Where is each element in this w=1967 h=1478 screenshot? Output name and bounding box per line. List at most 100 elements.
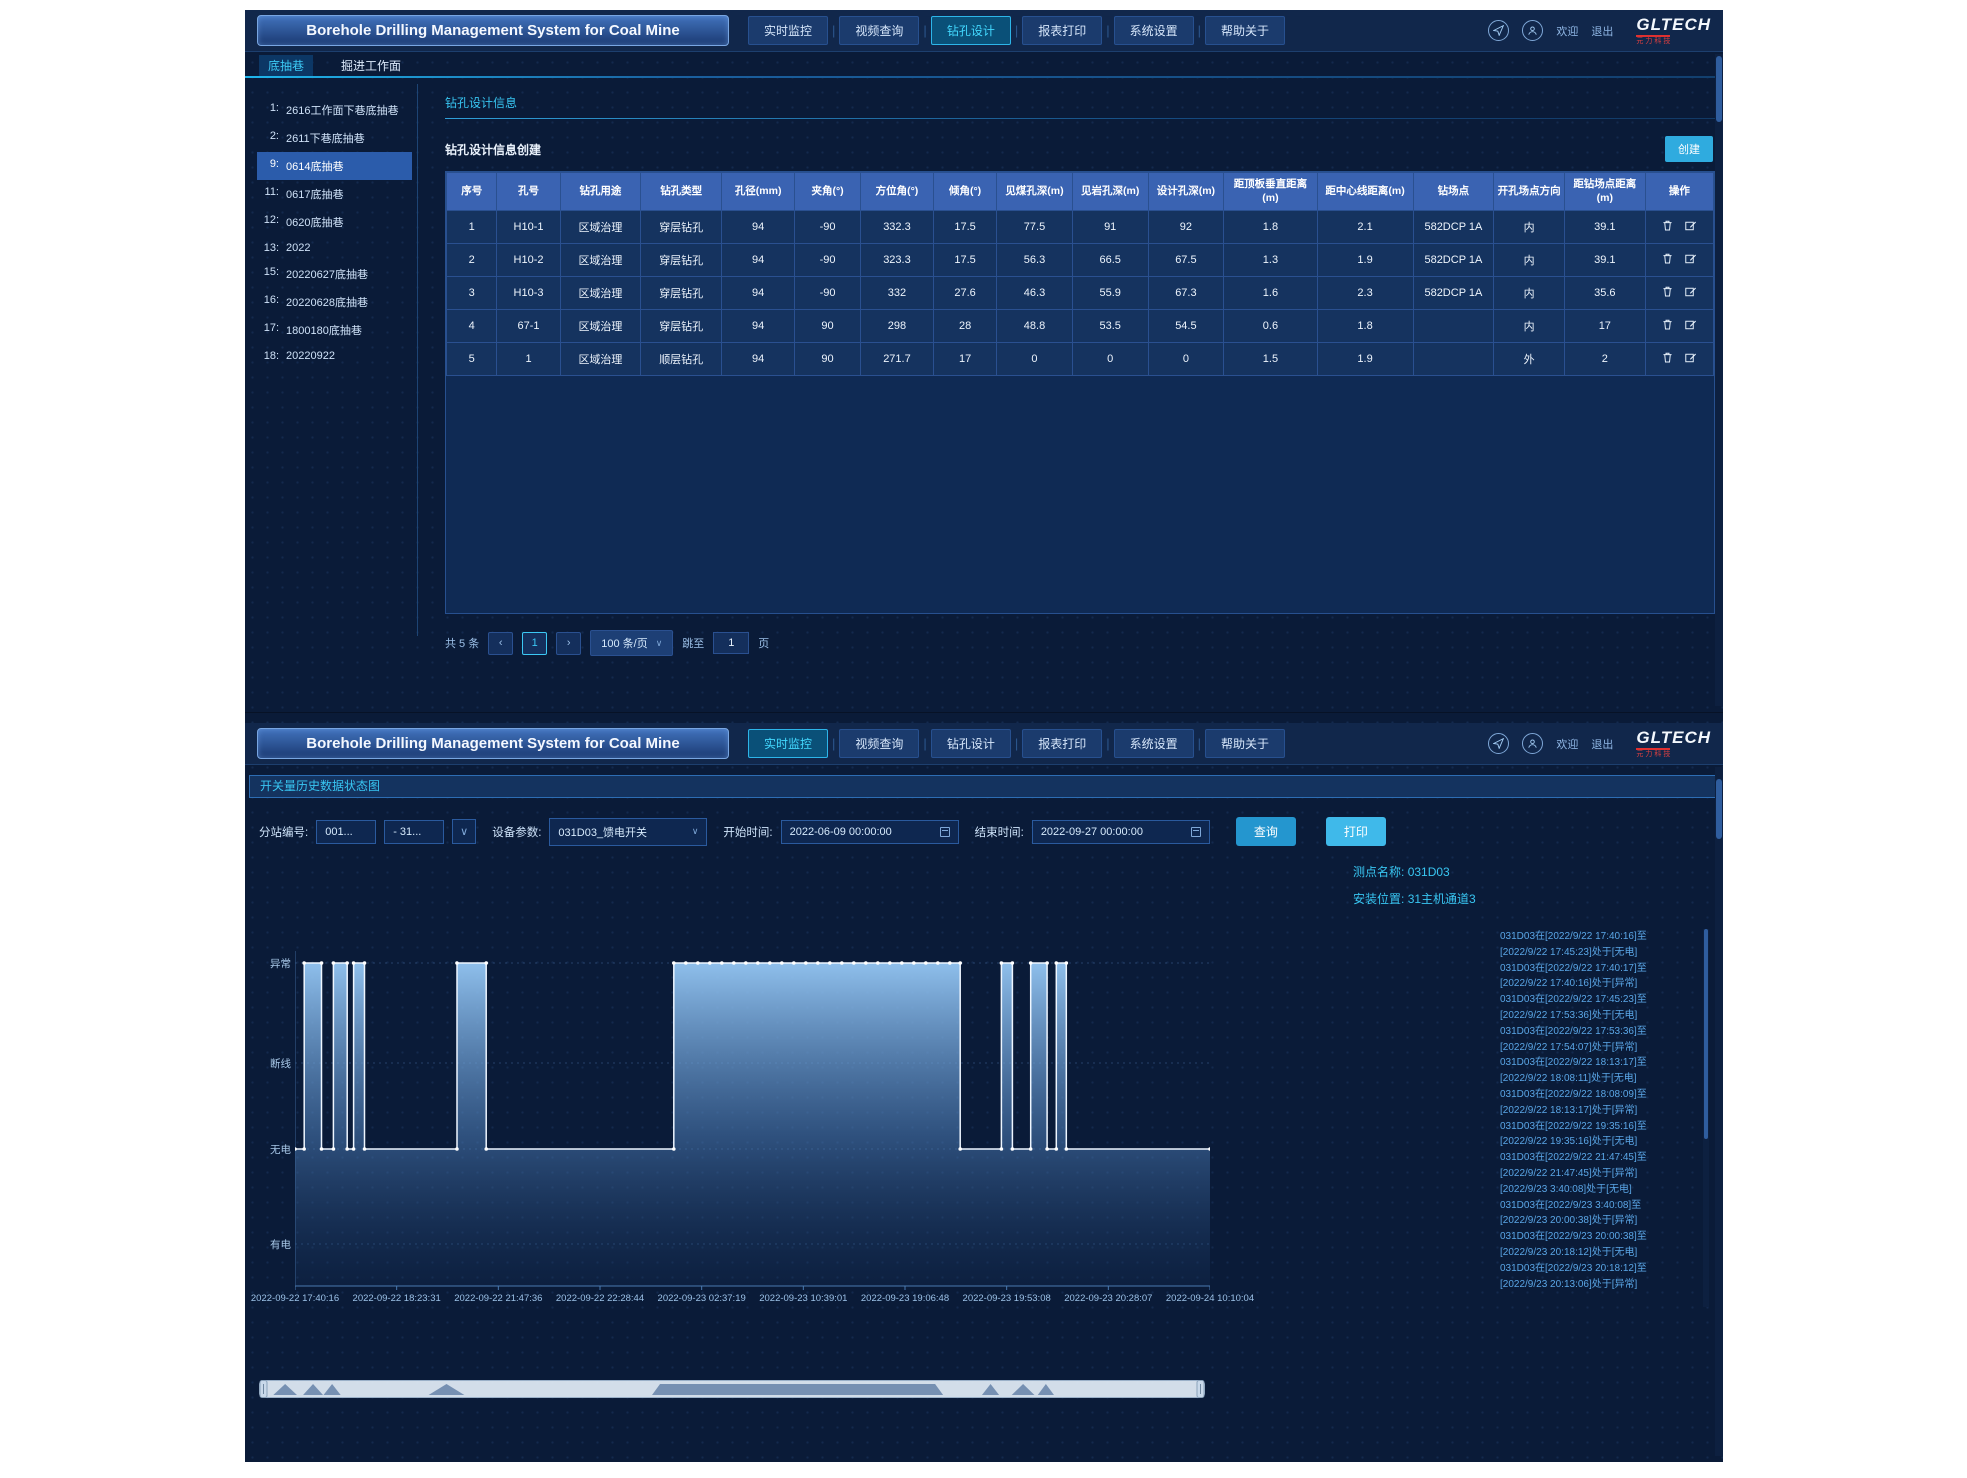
delete-icon[interactable]	[1661, 285, 1674, 301]
table-row: 2 H10-2 区域治理 穿层钻孔 94 -90 323.3 17.5 56.3 66.5 67.5…	[446, 243, 1714, 278]
x-axis-label: 2022-09-23 02:37:19	[657, 1293, 746, 1304]
sidebar-item[interactable]: 1: 2616工作面下巷底抽巷	[257, 96, 412, 124]
nav-tab-1[interactable]: 实时监控	[748, 16, 829, 45]
nav-tab-3[interactable]: 钻孔设计	[930, 729, 1011, 758]
column-header: 见岩孔深(m)	[1071, 172, 1149, 212]
sidebar-item-number: 12:	[263, 214, 279, 226]
edit-icon[interactable]	[1684, 351, 1697, 367]
user-icon[interactable]	[1522, 733, 1544, 754]
bottom-navbar: Borehole Drilling Management System for …	[245, 723, 1723, 765]
top-window-scrollbar[interactable]	[1715, 54, 1723, 706]
send-icon[interactable]	[1488, 20, 1510, 41]
sidebar-item[interactable]: 9: 0614底抽巷	[257, 152, 412, 180]
design-table: 序号 孔号 钻孔用途 钻孔类型 孔径(mm) 夹角(°) 方位角(°) 倾角(°) 见煤孔深(m…	[446, 172, 1714, 377]
edit-icon[interactable]	[1684, 285, 1697, 301]
status-log-list[interactable]: 031D03在[2022/9/22 17:40:16]至 [2022/9/22 1…	[1500, 929, 1700, 1307]
edit-icon[interactable]	[1684, 318, 1697, 334]
sidebar-item[interactable]: 2: 2611下巷底抽巷	[257, 124, 412, 152]
nav-tab-2[interactable]: 视频查询	[839, 729, 920, 758]
section-title: 钻孔设计信息	[445, 96, 518, 110]
table-cell: 内	[1493, 276, 1565, 311]
query-button[interactable]: 查询	[1235, 817, 1296, 846]
nav-tab-4[interactable]: 报表打印	[1022, 16, 1103, 45]
sidebar-item[interactable]: 12: 0620底抽巷	[257, 208, 412, 236]
log-line: [2022/9/22 17:45:23]处于[无电]	[1500, 946, 1638, 958]
delete-icon[interactable]	[1661, 351, 1674, 367]
total-count: 共 5 条	[445, 638, 480, 650]
nav-tab-5[interactable]: 系统设置	[1113, 729, 1194, 758]
sidebar-item[interactable]: 13: 2022	[257, 236, 412, 260]
nav-tab-5[interactable]: 系统设置	[1113, 16, 1194, 45]
sidebar-item[interactable]: 16: 20220628底抽巷	[257, 288, 412, 316]
sidebar-item[interactable]: 15: 20220627底抽巷	[257, 260, 412, 288]
next-page-button[interactable]: ›	[556, 631, 582, 655]
nav-tab-1[interactable]: 实时监控	[748, 729, 829, 758]
table-cell: 0	[1071, 342, 1149, 377]
edit-icon[interactable]	[1684, 219, 1697, 235]
logo-subtext: 元力科技	[1636, 38, 1673, 45]
scrollbar-thumb[interactable]	[1716, 779, 1722, 839]
delete-icon[interactable]	[1661, 252, 1674, 268]
log-line: 031D03在[2022/9/22 17:53:36]至	[1500, 1025, 1647, 1037]
sidebar-item[interactable]: 11: 0617底抽巷	[257, 180, 412, 208]
edit-icon[interactable]	[1684, 252, 1697, 268]
station-select-2[interactable]: - 31...	[384, 819, 445, 844]
page-1-button[interactable]: 1	[522, 631, 548, 655]
sidebar-item[interactable]: 17: 1800180底抽巷	[257, 316, 412, 344]
send-icon[interactable]	[1488, 733, 1510, 754]
logout-button[interactable]: 退出	[1591, 738, 1614, 751]
logout-button[interactable]: 退出	[1591, 25, 1614, 38]
table-cell: 17.5	[933, 210, 998, 245]
station-chevron[interactable]: ∨	[452, 819, 477, 844]
table-cell: 4	[446, 309, 498, 344]
section-underline	[445, 118, 1715, 119]
log-line: [2022/9/22 21:47:45]处于[异常]	[1500, 1167, 1638, 1179]
subtab-heading-face[interactable]: 掘进工作面	[341, 58, 402, 73]
table-cell: 17	[933, 342, 998, 377]
x-axis-label: 2022-09-22 22:28:44	[555, 1293, 645, 1304]
table-cell	[1412, 342, 1495, 377]
table-cell: 穿层钻孔	[640, 243, 723, 278]
print-button[interactable]: 打印	[1325, 817, 1386, 846]
scrollbar-thumb[interactable]	[1716, 56, 1722, 122]
subtab-bottom-extraction-lane[interactable]: 底抽巷	[259, 54, 314, 76]
data-zoom-slider[interactable]	[259, 1377, 1205, 1401]
y-axis-label: 无电	[270, 1144, 291, 1156]
top-nav-tabs: 实时监控 | 视频查询 | 钻孔设计 | 报表打印 | 系统设置 | 帮助关于	[745, 16, 1288, 45]
user-icon[interactable]	[1522, 20, 1544, 41]
scrollbar-thumb[interactable]	[1704, 929, 1708, 1139]
create-button[interactable]: 创建	[1665, 136, 1713, 162]
bottom-window-scrollbar[interactable]	[1715, 767, 1723, 1456]
x-axis-label: 2022-09-23 20:28:07	[1064, 1293, 1153, 1304]
nav-tab-3[interactable]: 钻孔设计	[930, 16, 1011, 45]
delete-icon[interactable]	[1661, 219, 1674, 235]
delete-icon[interactable]	[1661, 318, 1674, 334]
table-cell: 48.8	[996, 309, 1073, 344]
sidebar-item-number: 17:	[263, 322, 279, 334]
nav-tab-4[interactable]: 报表打印	[1022, 729, 1103, 758]
sidebar-item-label: 2022	[286, 242, 311, 254]
logo-red-bar	[1636, 35, 1671, 37]
log-list-scrollbar[interactable]	[1703, 929, 1709, 1307]
table-cell: 92	[1147, 210, 1225, 245]
table-cell	[1412, 309, 1495, 344]
page-size-select[interactable]: 100 条/页 ∨	[590, 630, 674, 656]
table-cell: 67-1	[496, 309, 561, 344]
bottom-nav-tabs: 实时监控 | 视频查询 | 钻孔设计 | 报表打印 | 系统设置 | 帮助关于	[745, 729, 1288, 758]
station-select-1[interactable]: 001...	[316, 819, 377, 844]
nav-tab-2[interactable]: 视频查询	[839, 16, 920, 45]
nav-tab-6[interactable]: 帮助关于	[1205, 729, 1286, 758]
table-cell: 穿层钻孔	[640, 309, 723, 344]
table-cell: 1.8	[1223, 210, 1318, 245]
nav-tab-6[interactable]: 帮助关于	[1205, 16, 1286, 45]
end-time-input[interactable]: 2022-09-27 00:00:00	[1031, 819, 1210, 844]
column-header: 开孔场点方向	[1493, 172, 1565, 212]
operation-cell	[1644, 309, 1714, 344]
prev-page-button[interactable]: ‹	[488, 631, 514, 655]
status-step-chart	[295, 951, 1210, 1290]
device-select[interactable]: 031D03_馈电开关 ∨	[549, 817, 708, 846]
start-time-input[interactable]: 2022-06-09 00:00:00	[780, 819, 959, 844]
sidebar-item[interactable]: 18: 20220922	[257, 344, 412, 368]
jump-page-input[interactable]	[713, 632, 750, 654]
sidebar-item-label: 20220627底抽巷	[286, 269, 368, 281]
